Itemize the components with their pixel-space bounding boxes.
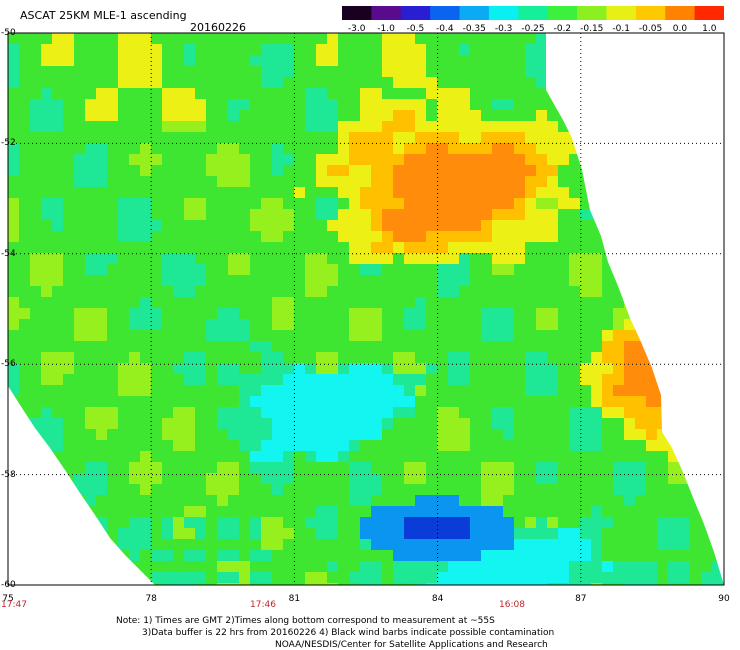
color-scale-segment [577,6,608,20]
longitude-label: 75 [2,594,14,604]
color-scale-tick-label: -0.05 [638,24,663,34]
color-scale-segment [665,6,696,20]
latitude-label: -58 [1,469,16,480]
latitude-label: -50 [1,28,16,38]
note-line-1: Note: 1) Times are GMT 2)Times along bot… [116,616,495,626]
color-scale-tick-label: -0.25 [521,24,545,34]
color-scale-tick-label: -3.0 [347,24,366,34]
color-scale-tick-label: -0.15 [580,24,604,34]
color-scale-tick-label: -1.0 [377,24,395,34]
longitude-label: 90 [718,594,730,604]
color-scale-tick-label: 1.0 [702,24,717,34]
time-label-end: 16:08 [499,600,525,610]
color-scale-tick-label: -0.5 [406,24,425,34]
mle-data-grid [8,33,724,585]
color-scale-segment [547,6,578,20]
color-scale-tick-label: -0.1 [612,24,630,34]
color-scale-segment [459,6,490,20]
color-scale-segment [635,6,666,20]
color-scale-segment [430,6,461,20]
color-scale-segment [606,6,637,20]
latitude-label: -60 [1,580,16,590]
latitude-label: -52 [1,138,16,149]
longitude-label: 84 [431,594,444,604]
color-scale-tick-label: -0.35 [462,24,486,34]
note-line-3: NOAA/NESDIS/Center for Satellite Applica… [275,640,548,650]
latitude-label: -54 [1,248,16,259]
graticule [8,33,724,585]
map-frame [7,32,725,586]
color-scale-segment [694,6,724,20]
color-scale-segment [488,6,519,20]
longitude-label: 78 [145,594,157,604]
color-scale-tick-label: -0.4 [436,24,454,34]
color-scale-segment [371,6,402,20]
color-scale-segment [518,6,549,20]
color-scale-segment [342,6,372,20]
color-scale-tick-label: -0.3 [494,24,513,34]
product-title: ASCAT 25KM MLE-1 ascending [20,9,187,22]
color-scale-tick-label: 0.0 [672,24,688,34]
latitude-label: -56 [1,359,16,370]
longitude-label: 81 [288,594,301,604]
product-date: 20160226 [190,21,246,34]
time-label-start: 17:47 [1,600,27,610]
note-line-2: 3)Data buffer is 22 hrs from 20160226 4)… [142,628,555,638]
color-scale-bar [342,6,724,20]
color-scale-tick-label: -0.2 [553,24,572,34]
color-scale-segment [400,6,431,20]
time-label-mid: 17:46 [250,600,276,610]
longitude-label: 87 [575,594,587,604]
